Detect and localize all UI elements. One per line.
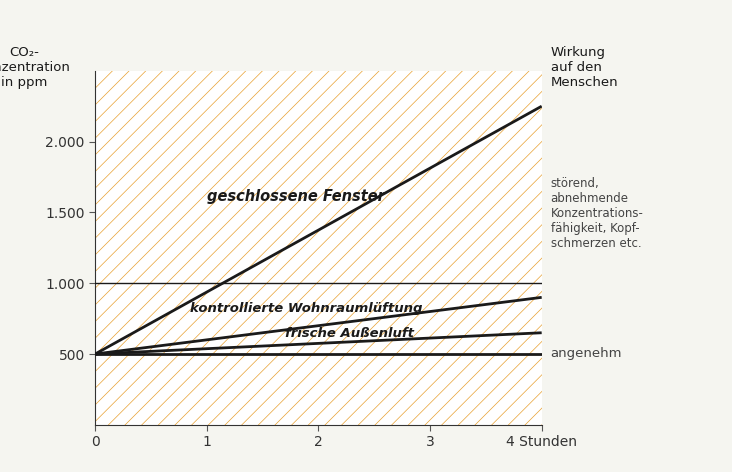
Text: Wirkung
auf den
Menschen: Wirkung auf den Menschen — [550, 46, 619, 89]
Text: CO₂-
Konzentration
in ppm: CO₂- Konzentration in ppm — [0, 46, 70, 89]
Text: kontrollierte Wohnraumlüftung: kontrollierte Wohnraumlüftung — [190, 302, 422, 315]
Text: störend,
abnehmende
Konzentrations-
fähigkeit, Kopf-
schmerzen etc.: störend, abnehmende Konzentrations- fähi… — [550, 177, 643, 250]
Text: geschlossene Fenster: geschlossene Fenster — [206, 189, 384, 204]
Text: angenehm: angenehm — [550, 347, 622, 361]
Text: frische Außenluft: frische Außenluft — [285, 327, 414, 340]
